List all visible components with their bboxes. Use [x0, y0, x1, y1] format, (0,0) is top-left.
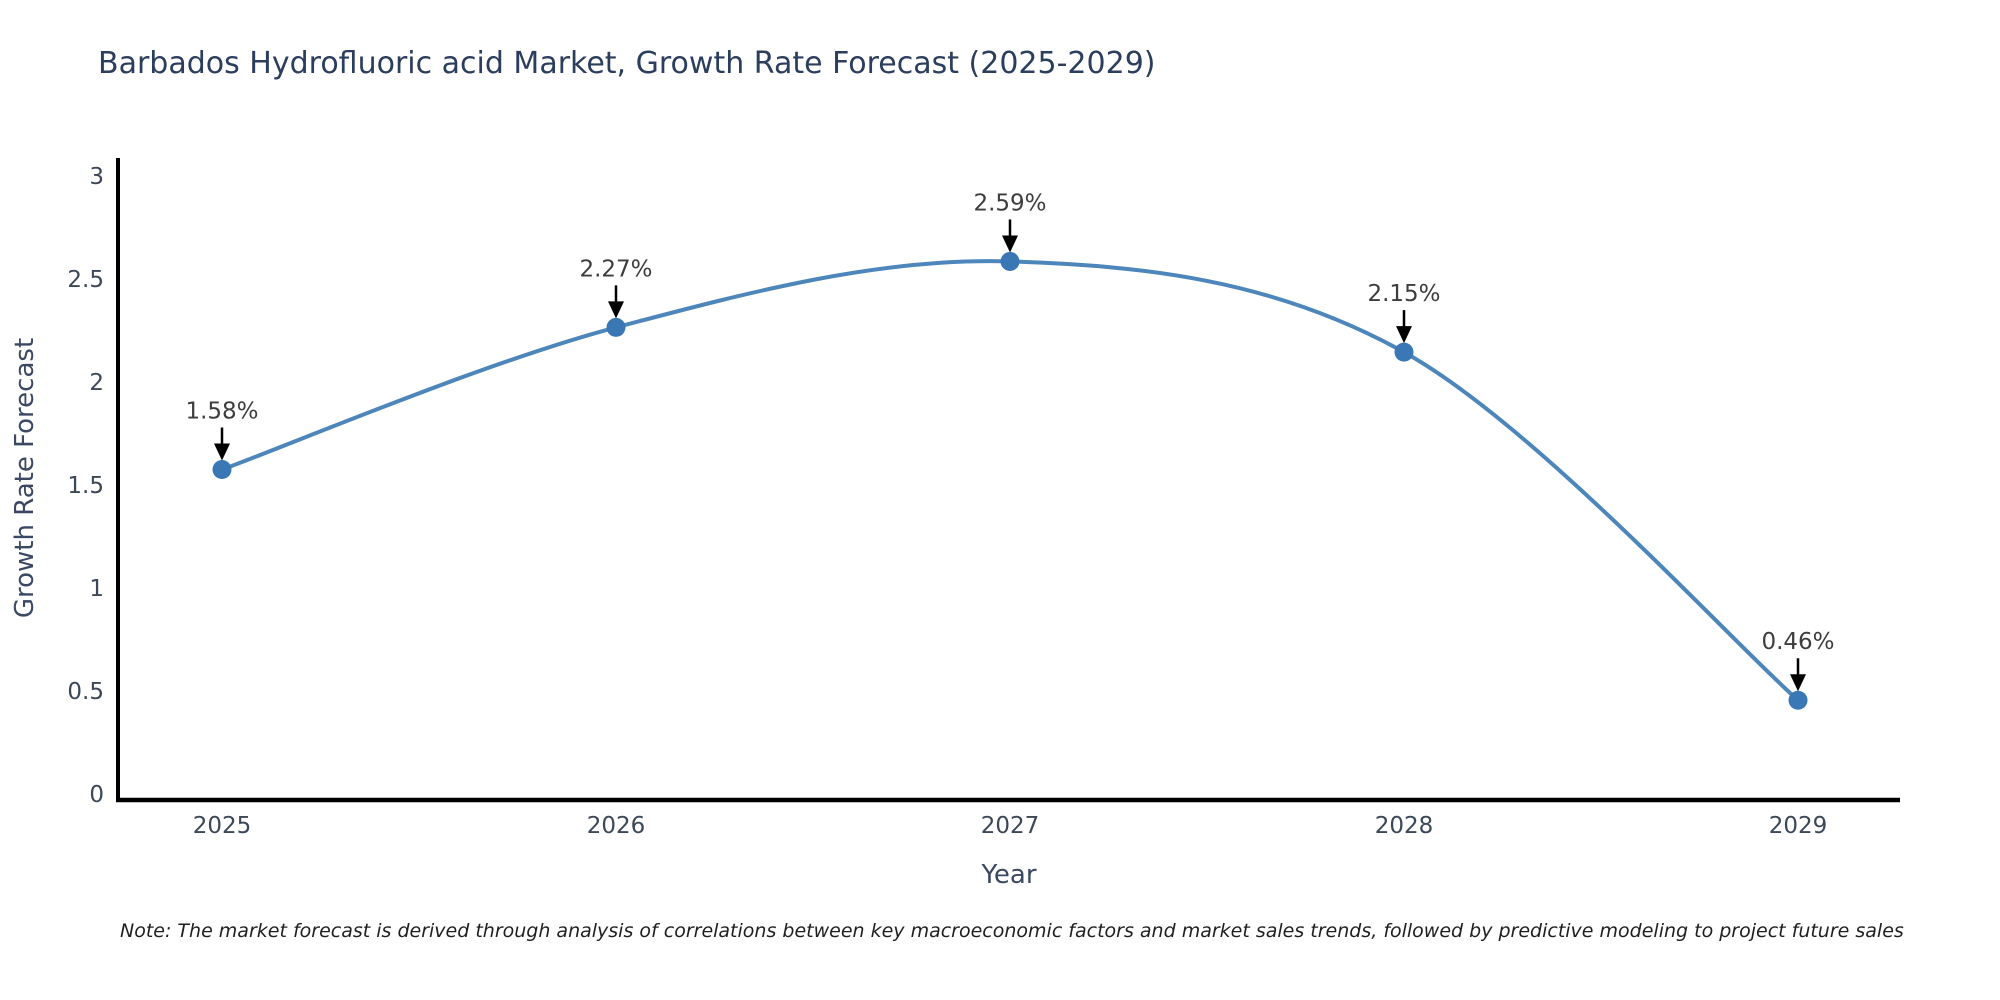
x-tick-label: 2028 — [1375, 813, 1434, 839]
data-point-marker — [606, 317, 626, 337]
data-point-marker — [1394, 342, 1414, 362]
series-line — [220, 259, 1800, 703]
y-axis-title: Growth Rate Forecast — [10, 337, 40, 619]
y-tick-label: 3 — [89, 164, 104, 190]
data-point-label: 2.59% — [973, 190, 1046, 216]
annotation-arrowhead-icon — [608, 301, 624, 319]
y-tick-label: 1 — [89, 576, 104, 602]
data-point-marker — [1000, 251, 1020, 271]
data-point-marker — [212, 460, 232, 480]
x-tick-label: 2029 — [1769, 813, 1828, 839]
annotation-arrowhead-icon — [1790, 674, 1806, 692]
data-point-label: 1.58% — [185, 399, 258, 425]
y-tick-label: 0 — [89, 782, 104, 808]
data-point-label: 2.27% — [579, 256, 652, 282]
y-tick-label: 0.5 — [67, 679, 104, 705]
data-point-label: 0.46% — [1761, 629, 1834, 655]
y-tick-label: 2 — [89, 370, 104, 396]
x-axis-title: Year — [981, 860, 1037, 890]
annotation-arrowhead-icon — [1396, 326, 1412, 344]
footnote: Note: The market forecast is derived thr… — [120, 920, 1904, 942]
data-point-marker — [1788, 690, 1808, 710]
annotation-arrowhead-icon — [1002, 235, 1018, 253]
data-point-label: 2.15% — [1367, 281, 1440, 307]
y-tick-label: 2.5 — [67, 267, 104, 293]
chart-title: Barbados Hydrofluoric acid Market, Growt… — [98, 46, 1156, 81]
x-tick-label: 2026 — [587, 813, 646, 839]
annotation-arrowhead-icon — [214, 443, 230, 461]
y-tick-label: 1.5 — [67, 473, 104, 499]
x-tick-label: 2025 — [193, 813, 252, 839]
x-tick-label: 2027 — [981, 813, 1040, 839]
